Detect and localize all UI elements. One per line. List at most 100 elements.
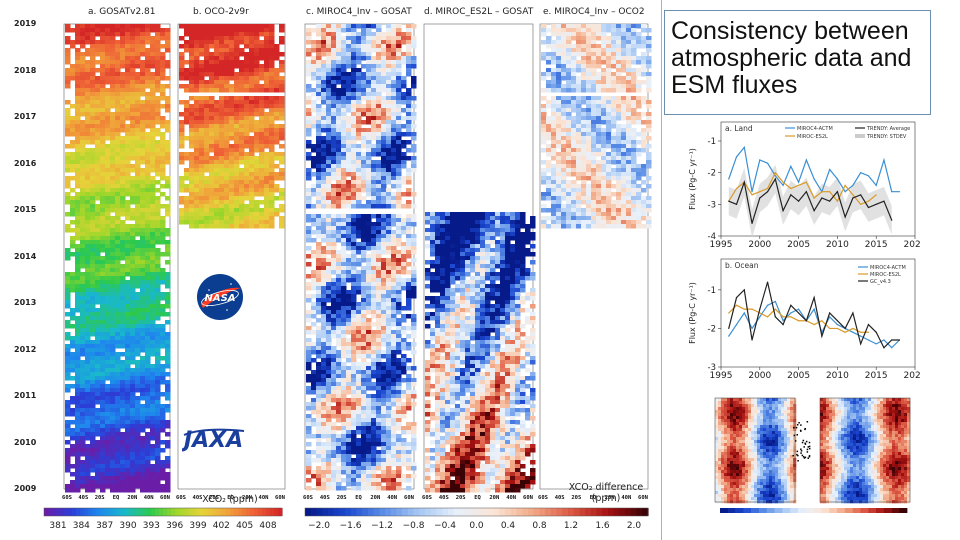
inset-cell [730, 485, 734, 489]
inset-cell [790, 476, 794, 480]
inset-cell [877, 476, 881, 480]
inset-cell [715, 461, 719, 465]
inset-cell [835, 413, 839, 417]
inset-cell [751, 452, 755, 456]
inset-cell [760, 437, 764, 441]
inset-hatch [797, 454, 799, 457]
inset-cell [790, 419, 794, 423]
inset-cell [886, 473, 890, 477]
colorbar-swatch [87, 508, 93, 516]
inset-cell [736, 425, 740, 429]
inset-cell [850, 479, 854, 483]
inset-cell [778, 494, 782, 498]
latitude-time-panels: 60S 40S 20S EQ 20N 40N 60N 60S 40S 20S EQ 20N 40N 60N… [62, 23, 652, 501]
inset-cell [745, 470, 749, 474]
inset-cell [754, 410, 758, 414]
inset-cell [718, 443, 722, 447]
inset-cell [784, 431, 788, 435]
data-point [883, 339, 885, 341]
inset-cell [724, 479, 728, 483]
inset-cell [880, 416, 884, 420]
inset-cell [871, 434, 875, 438]
inset-cell [868, 488, 872, 492]
colorbar-swatch [226, 508, 232, 516]
inset-cell [727, 476, 731, 480]
inset-cell [904, 422, 908, 426]
inset-cell [721, 422, 725, 426]
inset-cell [835, 422, 839, 426]
data-point [774, 300, 776, 303]
inset-cell [820, 398, 824, 402]
inset-cell [829, 446, 833, 450]
inset-cell [832, 428, 836, 432]
inset-cell [904, 401, 908, 405]
inset-cell [727, 425, 731, 429]
inset-cell [898, 398, 902, 402]
inset-cell [745, 437, 749, 441]
inset-cell [847, 398, 851, 402]
inset-cell [763, 431, 767, 435]
inset-cell [874, 413, 878, 417]
inset-cell [880, 455, 884, 459]
data-point [751, 339, 753, 341]
inset-cell [907, 464, 911, 468]
inset-cell [847, 470, 851, 474]
inset-cell [877, 470, 881, 474]
inset-cell [757, 473, 761, 477]
inset-cell [859, 467, 863, 471]
inset-hatch [800, 452, 802, 454]
inset-cell [769, 398, 773, 402]
inset-cell [859, 413, 863, 417]
inset-cell [868, 410, 872, 414]
inset-cell [775, 419, 779, 423]
inset-cell [787, 452, 791, 456]
colorbar-swatch [636, 508, 643, 516]
data-point [766, 162, 769, 164]
data-point [743, 181, 745, 183]
inset-cell [826, 401, 830, 405]
inset-cell [901, 419, 905, 423]
inset-cell [715, 467, 719, 471]
inset-cell [736, 488, 740, 492]
inset-cell [850, 443, 854, 447]
data-point [805, 191, 807, 193]
inset-cell [901, 407, 905, 411]
inset-cell [826, 407, 830, 411]
inset-cell [868, 446, 872, 450]
inset-cell [787, 419, 791, 423]
inset-cell [865, 449, 869, 453]
inset-cell [901, 485, 905, 489]
inset-cell [889, 482, 893, 486]
data-point [813, 210, 815, 212]
inset-cell [904, 494, 908, 498]
inset-cell [787, 437, 791, 441]
inset-cell [862, 461, 866, 465]
inset-cell [748, 491, 752, 495]
data-point [867, 200, 870, 202]
inset-cell [745, 419, 749, 423]
inset-cell [718, 482, 722, 486]
inset-cell [850, 440, 854, 444]
inset-cell [772, 413, 776, 417]
inset-cell [754, 461, 758, 465]
inset-cell [832, 470, 836, 474]
inset-cell [742, 425, 746, 429]
inset-cell [769, 467, 773, 471]
inset-cell [754, 440, 758, 444]
inset-cell [781, 473, 785, 477]
inset-cell [748, 434, 752, 438]
colorbar-swatch [425, 508, 432, 516]
inset-cell [760, 422, 764, 426]
inset-cell [757, 452, 761, 456]
inset-cell [868, 419, 872, 423]
inset-cell [724, 407, 728, 411]
inset-colorbar-swatch [860, 508, 869, 513]
inset-cell [865, 488, 869, 492]
inset-cell [742, 479, 746, 483]
inset-cell [850, 413, 854, 417]
inset-cell [883, 449, 887, 453]
inset-cell [736, 452, 740, 456]
data-point [782, 320, 784, 322]
inset-cell [868, 431, 872, 435]
inset-cell [862, 398, 866, 402]
